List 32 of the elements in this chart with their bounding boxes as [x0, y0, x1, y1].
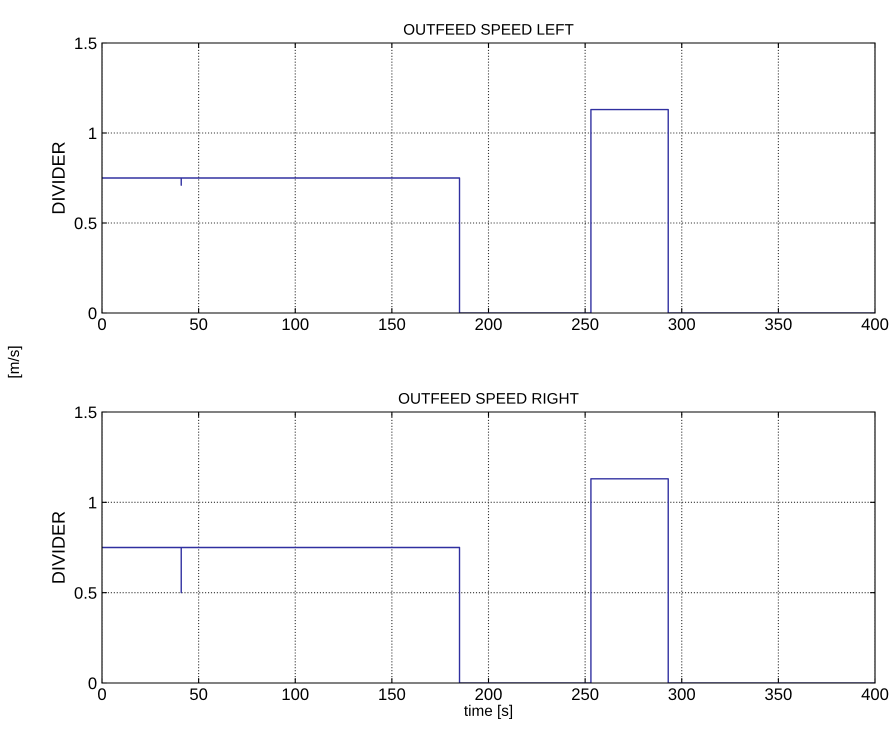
x-tick-label: 50	[190, 688, 208, 700]
y-tick-label: 1	[89, 128, 96, 140]
y-tick-label: 0	[88, 307, 96, 320]
x-tick-label: 200	[475, 688, 502, 700]
x-tick-label: 400	[861, 318, 888, 330]
y-tick-label: 0	[88, 677, 96, 690]
x-tick-label: 200	[475, 318, 502, 330]
y-tick-label: 0.5	[74, 217, 96, 230]
chart-title: OUTFEED SPEED RIGHT	[398, 393, 579, 404]
chart-title: OUTFEED SPEED LEFT	[404, 24, 574, 35]
x-tick-label: 50	[190, 318, 208, 330]
x-tick-label: 300	[668, 688, 696, 700]
y-tick-label: 1.5	[75, 38, 96, 50]
x-tick-label: 100	[282, 688, 309, 700]
y-tick-label: 1.5	[75, 406, 96, 418]
x-tick-label: 100	[282, 318, 309, 330]
x-tick-label: 250	[572, 318, 598, 330]
x-axis-title: time [s]	[464, 704, 512, 720]
x-tick-label: 0	[98, 318, 106, 330]
x-tick-label: 0	[98, 688, 106, 700]
x-tick-label: 350	[765, 688, 792, 700]
y-axis-title: DIVIDER	[52, 512, 65, 583]
x-tick-label: 400	[861, 688, 888, 700]
y-axis-title: DIVIDER	[52, 142, 65, 214]
x-tick-label: 150	[379, 688, 406, 700]
y-tick-label: 0.5	[74, 587, 96, 599]
text: [m/s]	[8, 346, 22, 378]
x-tick-label: 250	[572, 688, 598, 700]
y-tick-label: 1	[89, 496, 96, 508]
x-tick-label: 150	[379, 318, 406, 330]
x-tick-label: 300	[668, 318, 696, 330]
x-tick-label: 350	[765, 318, 792, 330]
